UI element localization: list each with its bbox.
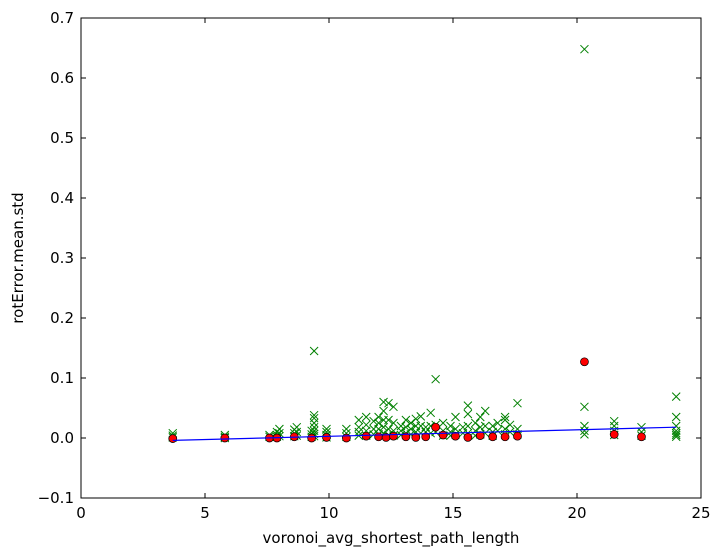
y-tick-label: −0.1 [38,489,74,507]
x-tick-label: 20 [567,504,586,522]
circle-marker-point [421,432,431,442]
circle-marker-point [513,431,522,441]
x-marker-point [354,415,364,425]
x-marker-point [671,392,681,401]
x-marker-point [309,418,319,428]
x-marker-point [401,415,411,425]
y-axis-label: rotError.mean.std [9,192,27,323]
x-marker-point [416,421,426,431]
x-marker-point [513,398,522,408]
x-marker-point [500,412,510,422]
x-marker-point [389,402,398,412]
circle-marker-point [463,433,473,442]
circle-marker-point [374,432,383,442]
y-tick-label: 0.6 [50,69,74,87]
x-marker-point [361,412,371,422]
y-tick-label: 0.1 [50,369,74,387]
x-marker-point [671,412,681,422]
y-tick-label: 0.0 [50,429,74,447]
circle-marker-point [451,431,460,441]
x-marker-point [431,374,440,384]
circle-marker-point [609,430,619,439]
x-marker-point [369,416,378,426]
circle-marker-point [322,433,331,442]
circle-marker-point [220,433,230,443]
x-marker-point [275,424,284,434]
fit-line [172,426,677,441]
x-marker-point [309,346,319,356]
circle-marker-point [431,422,440,432]
circle-marker-point [389,431,398,441]
circle-marker-point [637,432,646,442]
circle-marker-point [488,432,498,442]
x-tick-label: 25 [691,504,710,522]
circle-marker-point [438,430,448,440]
x-marker-point [384,398,393,408]
x-marker-point [671,428,681,438]
x-marker-point [342,424,351,434]
circle-marker-point [361,431,371,441]
y-tick-label: 0.7 [50,9,74,27]
x-marker-point [580,44,589,54]
x-marker-point [384,415,393,425]
x-marker-point [463,401,473,410]
x-marker-point [379,397,388,407]
circle-marker-point [580,357,589,367]
x-marker-point [309,422,319,432]
x-marker-point [451,412,460,422]
x-marker-point [354,427,364,437]
y-tick-label: 0.2 [50,309,74,327]
y-tick-label: 0.3 [50,249,74,267]
x-tick-label: 0 [76,504,86,522]
x-marker-point [426,408,436,418]
x-marker-point [438,418,448,428]
circle-marker-point [168,434,178,443]
axes: 0 5 10 15 20 25 −0.1 0.0 0.1 0.2 0.3 0.4 0.5 0.6 0.7 [38,9,711,522]
y-tick-label: 0.4 [50,189,74,207]
circle-marker-point [500,432,510,442]
x-marker-point [580,426,589,436]
x-marker-point [309,410,319,420]
x-tick-label: 5 [200,504,210,522]
plot-marks [168,44,681,443]
x-tick-label: 15 [443,504,462,522]
x-axis-label: voronoi_avg_shortest_path_length [263,529,520,548]
x-marker-point [470,418,480,428]
x-marker-point [493,418,502,428]
circle-marker-point [411,433,421,442]
circle-marker-point [475,431,485,440]
x-marker-point [580,430,589,439]
x-marker-point [475,412,485,422]
x-marker-point [580,402,589,412]
x-marker-point [389,418,398,428]
x-marker-point [475,422,485,432]
y-tick-label: 0.5 [50,129,74,147]
x-marker-point [480,406,490,416]
x-marker-point [463,421,473,431]
x-marker-point [480,421,490,431]
x-tick-label: 10 [319,504,338,522]
x-marker-point [411,414,421,424]
circle-marker-point [307,433,316,443]
x-marker-point [671,430,681,440]
x-marker-point [671,432,681,442]
x-marker-point [505,420,515,430]
x-marker-point [379,406,388,416]
x-marker-point [416,412,426,421]
x-marker-point [463,409,473,419]
